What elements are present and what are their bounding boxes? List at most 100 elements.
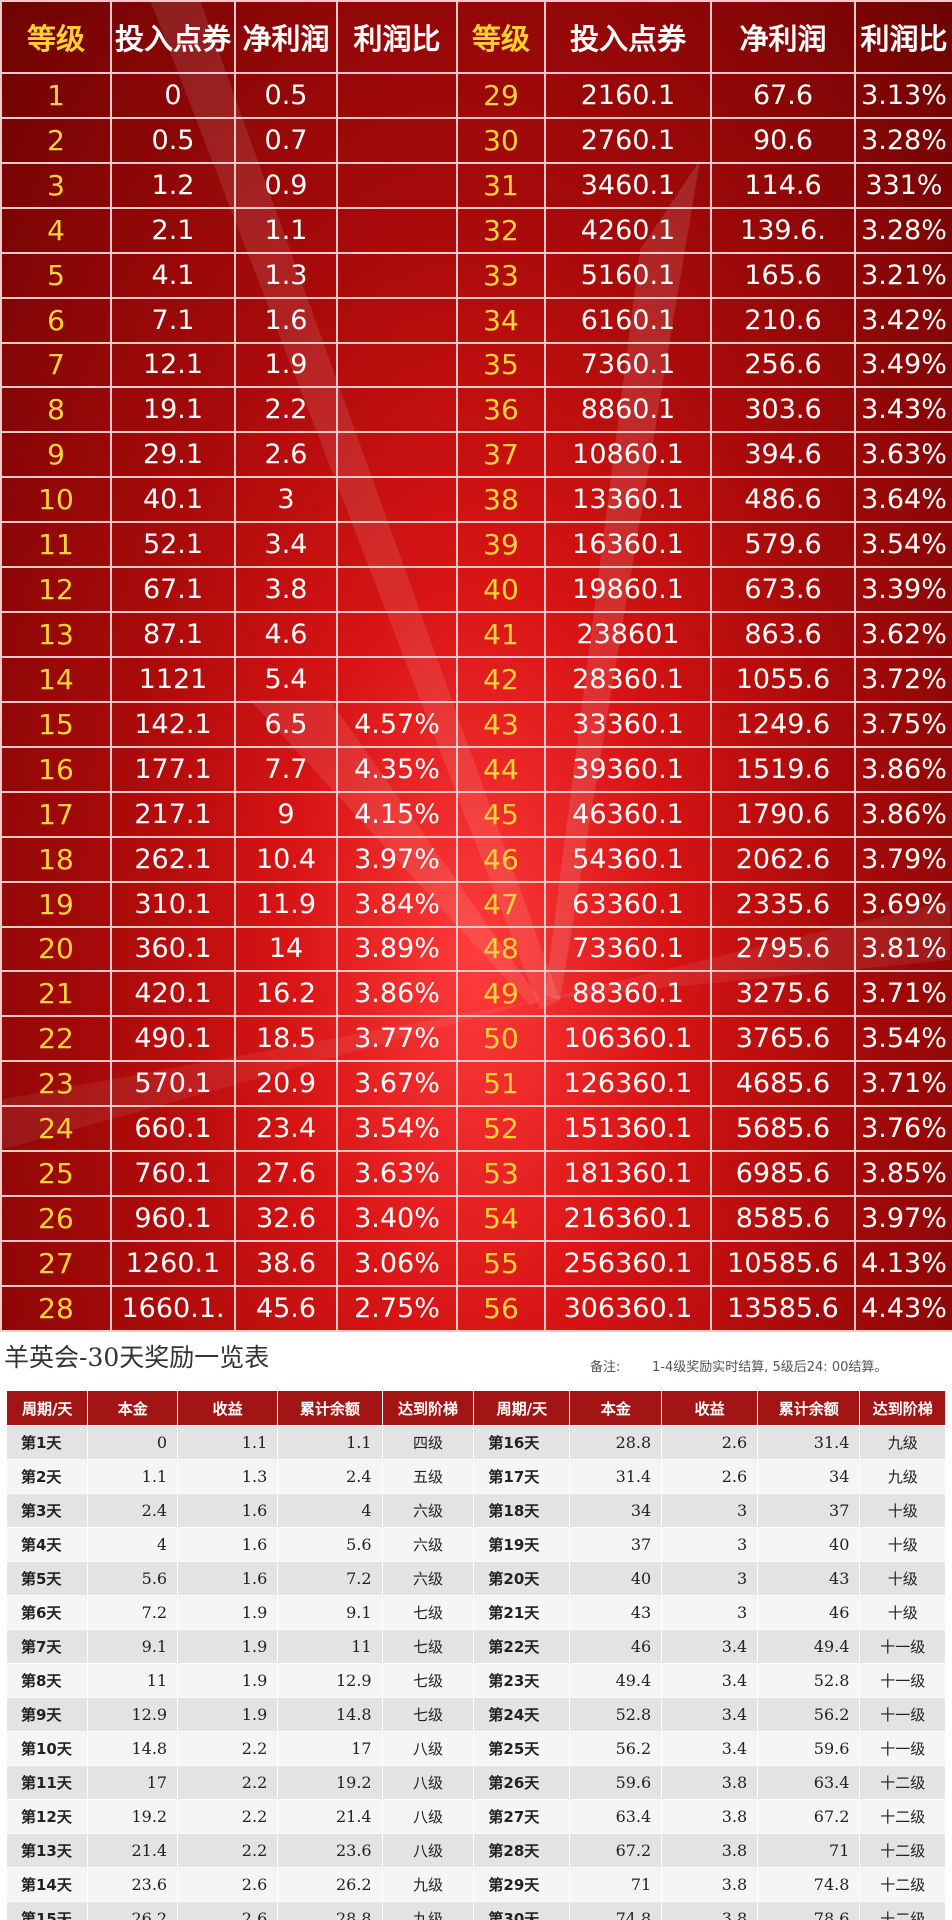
left-level-cell: 6: [0, 296, 112, 344]
right-net-profit-cell: 210.6: [710, 296, 856, 344]
reward-balance-cell: 40: [757, 1527, 861, 1562]
left-profit-ratio-cell: [336, 251, 458, 299]
table-row: 14 1121 5.4 42 28360.1 1055.6 3.72%: [0, 655, 952, 703]
right-investment-cell: 3460.1: [544, 161, 712, 209]
right-level-cell: 49: [456, 970, 546, 1018]
left-profit-ratio-cell: 4.57%: [336, 700, 458, 748]
reward-header-tier: 达到阶梯: [859, 1390, 946, 1426]
right-profit-ratio-cell: 3.28%: [854, 206, 952, 254]
reward-header-day: 周期/天: [5, 1390, 89, 1426]
reward-income-cell: 2.6: [177, 1901, 279, 1920]
left-investment-cell: 0: [110, 72, 236, 119]
left-net-profit-cell: 18.5: [234, 1015, 338, 1063]
reward-header-tier: 达到阶梯: [381, 1390, 475, 1426]
left-net-profit-cell: 2.2: [234, 386, 338, 434]
right-net-profit-cell: 67.6: [710, 72, 856, 119]
reward-principal-cell: 0: [87, 1425, 179, 1460]
left-profit-ratio-cell: [336, 611, 458, 658]
left-net-profit-cell: 0.5: [234, 72, 338, 119]
left-profit-ratio-cell: 3.54%: [336, 1105, 458, 1153]
header-investment: 投入点券: [110, 0, 236, 74]
reward-balance-cell: 19.2: [277, 1765, 383, 1800]
reward-principal-cell: 23.6: [87, 1867, 179, 1902]
reward-principal-cell: 1.1: [87, 1459, 179, 1494]
reward-balance-cell: 71: [757, 1833, 861, 1868]
left-level-cell: 14: [0, 655, 112, 703]
right-investment-cell: 54360.1: [544, 835, 712, 883]
reward-header-income: 收益: [177, 1390, 279, 1426]
table-row: 10 40.1 3 38 13360.1 486.6 3.64%: [0, 476, 952, 524]
left-net-profit-cell: 23.4: [234, 1105, 338, 1153]
reward-balance-cell: 49.4: [757, 1629, 861, 1664]
left-level-cell: 27: [0, 1239, 112, 1287]
reward-income-cell: 3: [661, 1527, 759, 1562]
reward-day-cell: 第4天: [5, 1527, 89, 1562]
left-net-profit-cell: 32.6: [234, 1195, 338, 1242]
left-level-cell: 19: [0, 880, 112, 928]
reward-balance-cell: 4: [277, 1493, 383, 1528]
table-row: 5 4.1 1.3 33 5160.1 165.6 3.21%: [0, 251, 952, 299]
right-investment-cell: 216360.1: [544, 1195, 712, 1242]
reward-balance-cell: 23.6: [277, 1833, 383, 1868]
left-net-profit-cell: 1.6: [234, 296, 338, 344]
left-level-cell: 7: [0, 341, 112, 389]
level-profit-table: 等级 投入点券 净利润 利润比 等级 投入点券 净利润 利润比 1 0 0.5 29 2…: [0, 0, 952, 1332]
right-level-cell: 30: [456, 116, 546, 164]
right-profit-ratio-cell: 4.43%: [854, 1284, 952, 1332]
right-profit-ratio-cell: 3.63%: [854, 431, 952, 479]
right-level-cell: 54: [456, 1195, 546, 1242]
reward-balance-cell: 31.4: [757, 1425, 861, 1460]
left-investment-cell: 360.1: [110, 925, 236, 973]
reward-balance-cell: 37: [757, 1493, 861, 1528]
table-row: 15 142.1 6.5 4.57% 43 33360.1 1249.6 3.75%: [0, 700, 952, 748]
right-net-profit-cell: 8585.6: [710, 1195, 856, 1242]
table-row: 第15天 26.2 2.6 28.8 九级 第30天 74.8 3.8 78.6 十二级: [5, 1901, 946, 1920]
left-investment-cell: 177.1: [110, 745, 236, 793]
left-net-profit-cell: 1.3: [234, 251, 338, 299]
right-profit-ratio-cell: 331%: [854, 161, 952, 209]
left-profit-ratio-cell: 4.35%: [336, 745, 458, 793]
header-level: 等级: [0, 0, 112, 74]
left-net-profit-cell: 0.7: [234, 116, 338, 164]
reward-principal-cell: 9.1: [87, 1629, 179, 1664]
right-investment-cell: 73360.1: [544, 925, 712, 973]
reward-header-day: 周期/天: [473, 1390, 571, 1426]
right-level-cell: 55: [456, 1239, 546, 1287]
reward-principal-cell: 28.8: [569, 1425, 663, 1460]
table-row: 19 310.1 11.9 3.84% 47 63360.1 2335.6 3.69%: [0, 880, 952, 928]
right-profit-ratio-cell: 3.86%: [854, 745, 952, 793]
reward-principal-cell: 21.4: [87, 1833, 179, 1868]
left-profit-ratio-cell: 3.84%: [336, 880, 458, 928]
left-level-cell: 13: [0, 611, 112, 658]
right-profit-ratio-cell: 3.54%: [854, 1015, 952, 1063]
reward-day-cell: 第29天: [473, 1867, 571, 1902]
left-level-cell: 8: [0, 386, 112, 434]
right-net-profit-cell: 10585.6: [710, 1239, 856, 1287]
right-profit-ratio-cell: 3.71%: [854, 1060, 952, 1108]
reward-day-cell: 第9天: [5, 1697, 89, 1732]
table-row: 第4天 4 1.6 5.6 六级 第19天 37 3 40 十级: [5, 1527, 946, 1562]
left-net-profit-cell: 20.9: [234, 1060, 338, 1108]
reward-balance-cell: 74.8: [757, 1867, 861, 1902]
left-level-cell: 1: [0, 72, 112, 119]
reward-day-cell: 第1天: [5, 1425, 89, 1460]
reward-income-cell: 3: [661, 1595, 759, 1630]
right-level-cell: 34: [456, 296, 546, 344]
right-investment-cell: 8860.1: [544, 386, 712, 434]
reward-tier-cell: 九级: [859, 1459, 946, 1494]
reward-day-cell: 第15天: [5, 1901, 89, 1920]
reward-income-cell: 3.4: [661, 1663, 759, 1698]
table-row: 第2天 1.1 1.3 2.4 五级 第17天 31.4 2.6 34 九级: [5, 1459, 946, 1494]
left-investment-cell: 960.1: [110, 1195, 236, 1242]
left-level-cell: 4: [0, 206, 112, 254]
reward-principal-cell: 2.4: [87, 1493, 179, 1528]
reward-income-cell: 2.6: [661, 1459, 759, 1494]
header-profit-ratio: 利润比: [854, 0, 952, 74]
reward-income-cell: 2.2: [177, 1731, 279, 1766]
table-row: 16 177.1 7.7 4.35% 44 39360.1 1519.6 3.86%: [0, 745, 952, 793]
reward-principal-cell: 31.4: [569, 1459, 663, 1494]
table-row: 4 2.1 1.1 32 4260.1 139.6. 3.28%: [0, 206, 952, 254]
reward-principal-cell: 74.8: [569, 1901, 663, 1920]
reward-principal-cell: 40: [569, 1561, 663, 1596]
reward-tier-cell: 八级: [381, 1799, 475, 1834]
